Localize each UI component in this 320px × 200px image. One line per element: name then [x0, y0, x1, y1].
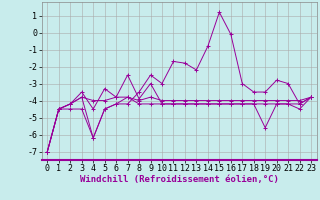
X-axis label: Windchill (Refroidissement éolien,°C): Windchill (Refroidissement éolien,°C) [80, 175, 279, 184]
